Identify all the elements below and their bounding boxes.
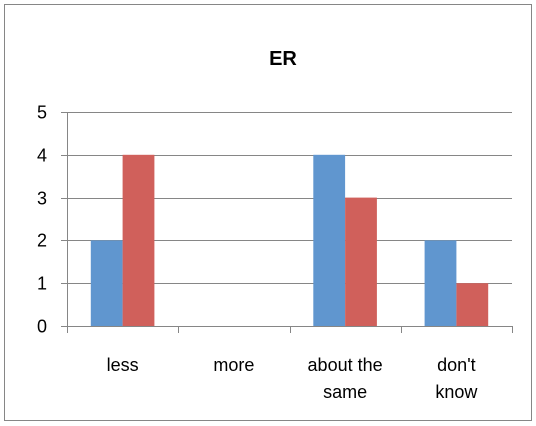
bar: [313, 154, 346, 326]
x-axis-category-labels: less more about the same don't know: [107, 355, 479, 402]
y-tick-label: 3: [37, 189, 47, 209]
chart-frame: [4, 4, 532, 421]
x-axis: [67, 112, 513, 333]
x-category-label: less: [107, 355, 139, 375]
y-tick-label: 4: [37, 146, 47, 166]
bar: [456, 283, 489, 326]
bar: [424, 240, 457, 326]
y-tick-label: 5: [37, 103, 47, 123]
y-tick-label: 2: [37, 231, 47, 251]
x-category-label: about the: [308, 355, 383, 375]
chart-title: ER: [269, 48, 297, 70]
y-tick-label: 0: [37, 317, 47, 337]
x-category-label: more: [213, 355, 254, 375]
x-category-label: same: [323, 382, 367, 402]
y-axis-tick-labels: 0 1 2 3 4 5: [37, 103, 47, 337]
y-tick-label: 1: [37, 274, 47, 294]
bar: [90, 240, 123, 326]
bar: [122, 154, 155, 326]
bars: [90, 154, 489, 326]
bar: [345, 197, 377, 326]
x-category-label: know: [435, 382, 478, 402]
x-category-label: don't: [437, 355, 475, 375]
